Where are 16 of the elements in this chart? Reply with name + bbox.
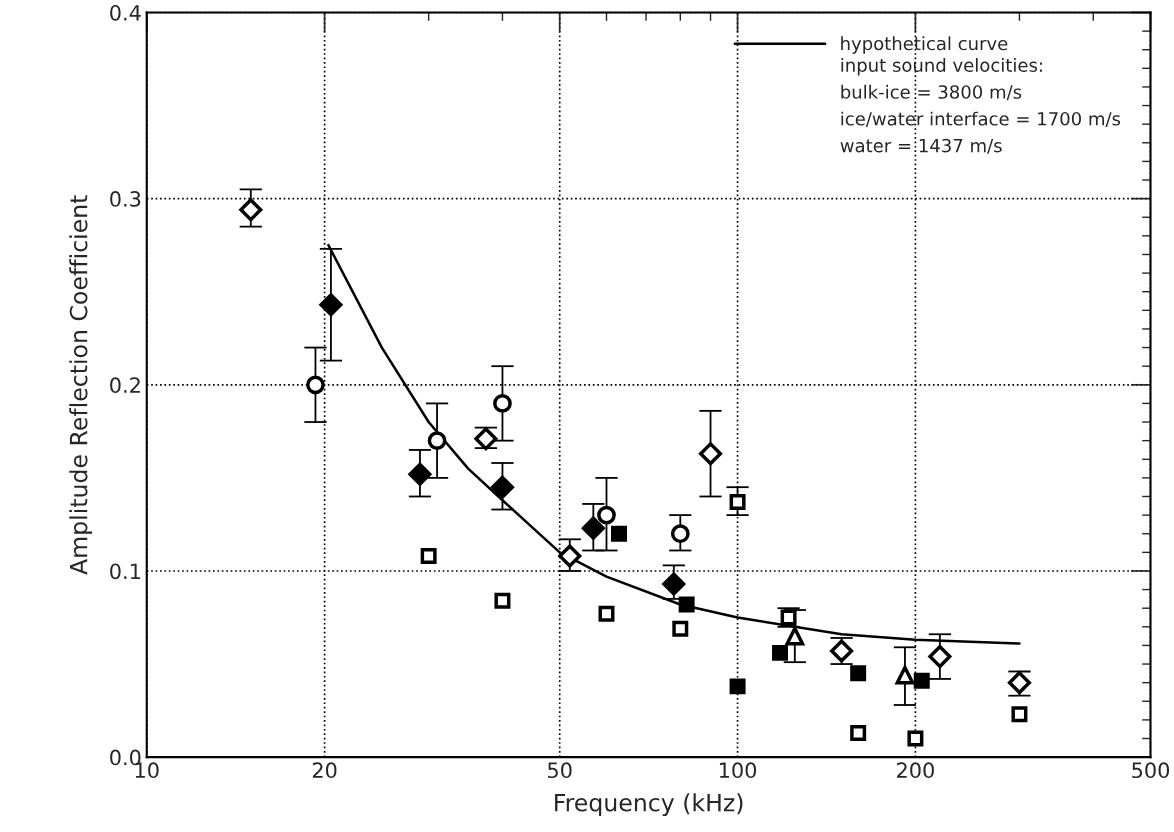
annotation: ice/water interface = 1700 m/s (841, 111, 1121, 128)
x-tick-label: 100 (719, 762, 757, 779)
y-tick-label: 0.2 (110, 377, 140, 394)
y-tick-label: 0.1 (110, 563, 140, 580)
annotation: water = 1437 m/s (840, 138, 1002, 154)
y-tick-label: 0.4 (110, 4, 141, 21)
x-tick-label: 200 (897, 762, 934, 779)
annotation: input sound velocities: (841, 58, 1042, 76)
x-tick-label: 500 (1132, 762, 1170, 779)
y-axis-title: Amplitude Reflection Coefficient (69, 195, 93, 575)
y-tick-label: 0.3 (110, 191, 141, 207)
x-axis-title: Frequency (kHz) (555, 793, 743, 817)
legend-label: hypothetical curve (841, 36, 1008, 54)
x-tick-label: 20 (312, 762, 337, 779)
x-tick-label: 50 (548, 762, 572, 779)
annotation: bulk-ice = 3800 m/s (841, 84, 1022, 101)
